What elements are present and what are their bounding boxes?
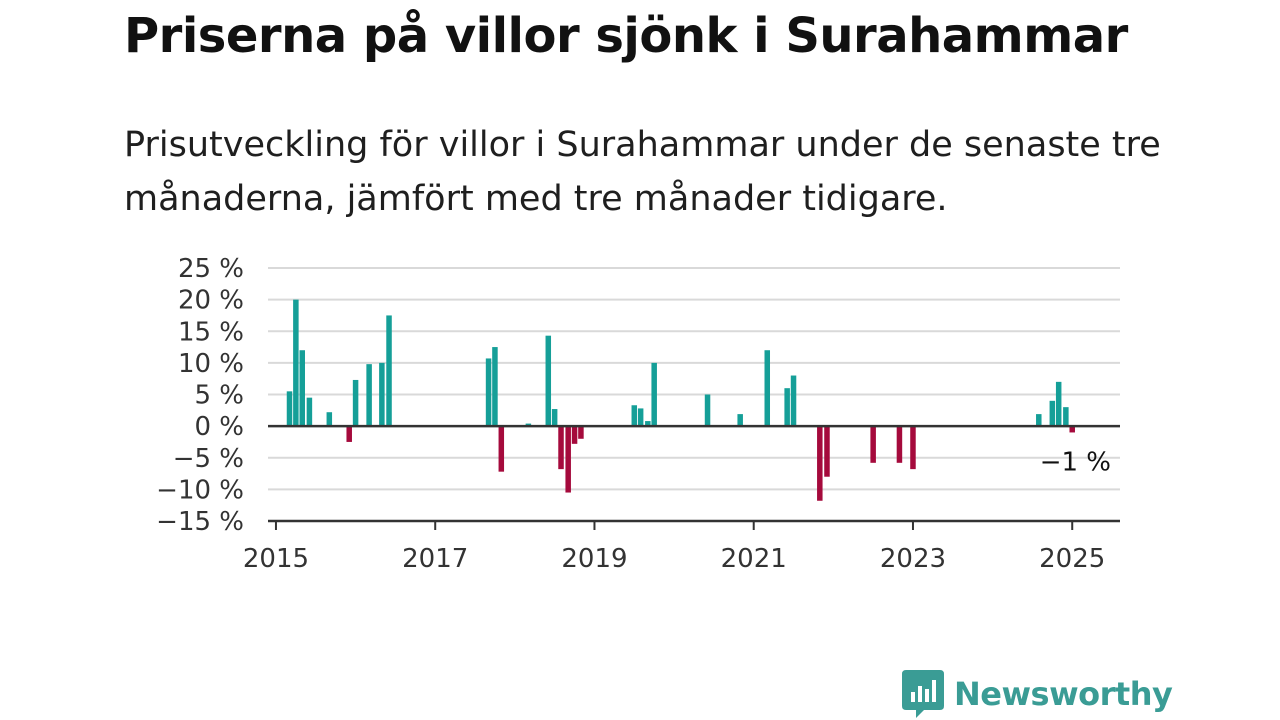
bar [326, 412, 333, 427]
bar [764, 350, 771, 427]
y-tick-label: 5 % [194, 381, 244, 411]
bar [525, 423, 532, 427]
x-tick-label: 2017 [402, 544, 468, 574]
bar [790, 375, 797, 427]
bar [1049, 400, 1056, 427]
bar [1069, 426, 1075, 433]
bars [286, 299, 1075, 501]
newsworthy-logo-icon [902, 670, 944, 718]
bar [631, 405, 638, 427]
bar [558, 426, 564, 470]
bar [571, 426, 578, 444]
bar [498, 426, 505, 472]
y-tick-label: 20 % [178, 286, 244, 316]
x-tick-label: 2015 [243, 544, 309, 574]
bar [352, 379, 359, 427]
gridlines [268, 267, 1120, 491]
bar-chart: 25 %20 %15 %10 %5 %0 %−5 %−10 %−15 % 201… [156, 254, 1120, 574]
bar [565, 426, 571, 493]
bar [293, 299, 299, 427]
axis-lines [268, 424, 1120, 523]
bar [306, 397, 313, 427]
bar [379, 362, 385, 427]
bar [485, 358, 492, 427]
bar [645, 421, 651, 427]
chart-subtitle: Prisutveckling för villor i Surahammar u… [124, 125, 1161, 219]
bar [651, 362, 657, 427]
y-tick-label: 15 % [178, 317, 244, 347]
brand-name: Newsworthy [954, 675, 1173, 713]
y-tick-label: 10 % [178, 349, 244, 379]
x-axis: 2015 2017 2019 2021 2023 2025 [243, 521, 1105, 574]
x-tick-label: 2021 [721, 544, 787, 574]
bar [870, 426, 876, 463]
y-tick-label: −5 % [173, 444, 244, 474]
y-tick-label: −10 % [156, 475, 244, 505]
bar [492, 347, 498, 427]
bar [637, 408, 644, 427]
y-tick-label: 0 % [194, 412, 244, 442]
bar [704, 394, 711, 427]
bar [824, 426, 830, 477]
chart-title: Priserna på villor sjönk i Surahammar [124, 8, 1128, 64]
bar [910, 426, 916, 470]
bar [784, 388, 790, 427]
bar [578, 426, 584, 439]
bar [896, 426, 903, 463]
bar [551, 409, 558, 427]
bar [737, 414, 743, 427]
bar [286, 391, 293, 427]
bar [1036, 414, 1042, 427]
bar [366, 364, 372, 427]
bar [1055, 381, 1062, 427]
x-tick-label: 2025 [1039, 544, 1105, 574]
bar [386, 315, 392, 427]
annotations: −1 % [1040, 447, 1111, 477]
bar [817, 426, 823, 501]
bar [346, 426, 352, 442]
y-tick-label: −15 % [156, 507, 244, 537]
y-axis: 25 %20 %15 %10 %5 %0 %−5 %−10 %−15 % [156, 254, 244, 537]
latest-value-label: −1 % [1040, 447, 1111, 477]
bar [1063, 407, 1069, 427]
brand-logo: Newsworthy [902, 670, 1173, 718]
y-tick-label: 25 % [178, 254, 244, 284]
x-tick-label: 2019 [561, 544, 627, 574]
x-tick-label: 2023 [880, 544, 946, 574]
bar [545, 335, 552, 427]
bar [299, 350, 305, 427]
